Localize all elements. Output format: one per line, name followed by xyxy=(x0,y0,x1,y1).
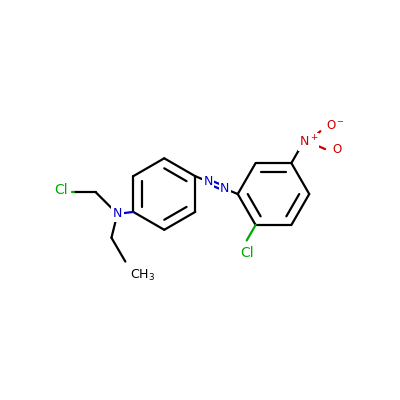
Text: Cl: Cl xyxy=(240,246,254,260)
Text: Cl: Cl xyxy=(54,183,68,197)
Text: N: N xyxy=(220,182,230,195)
Text: O$^-$: O$^-$ xyxy=(326,119,345,132)
Text: CH$_3$: CH$_3$ xyxy=(130,268,155,283)
Text: N: N xyxy=(113,208,122,220)
Text: N$^+$: N$^+$ xyxy=(299,134,318,150)
Text: O: O xyxy=(332,142,342,156)
Text: N: N xyxy=(203,175,213,188)
